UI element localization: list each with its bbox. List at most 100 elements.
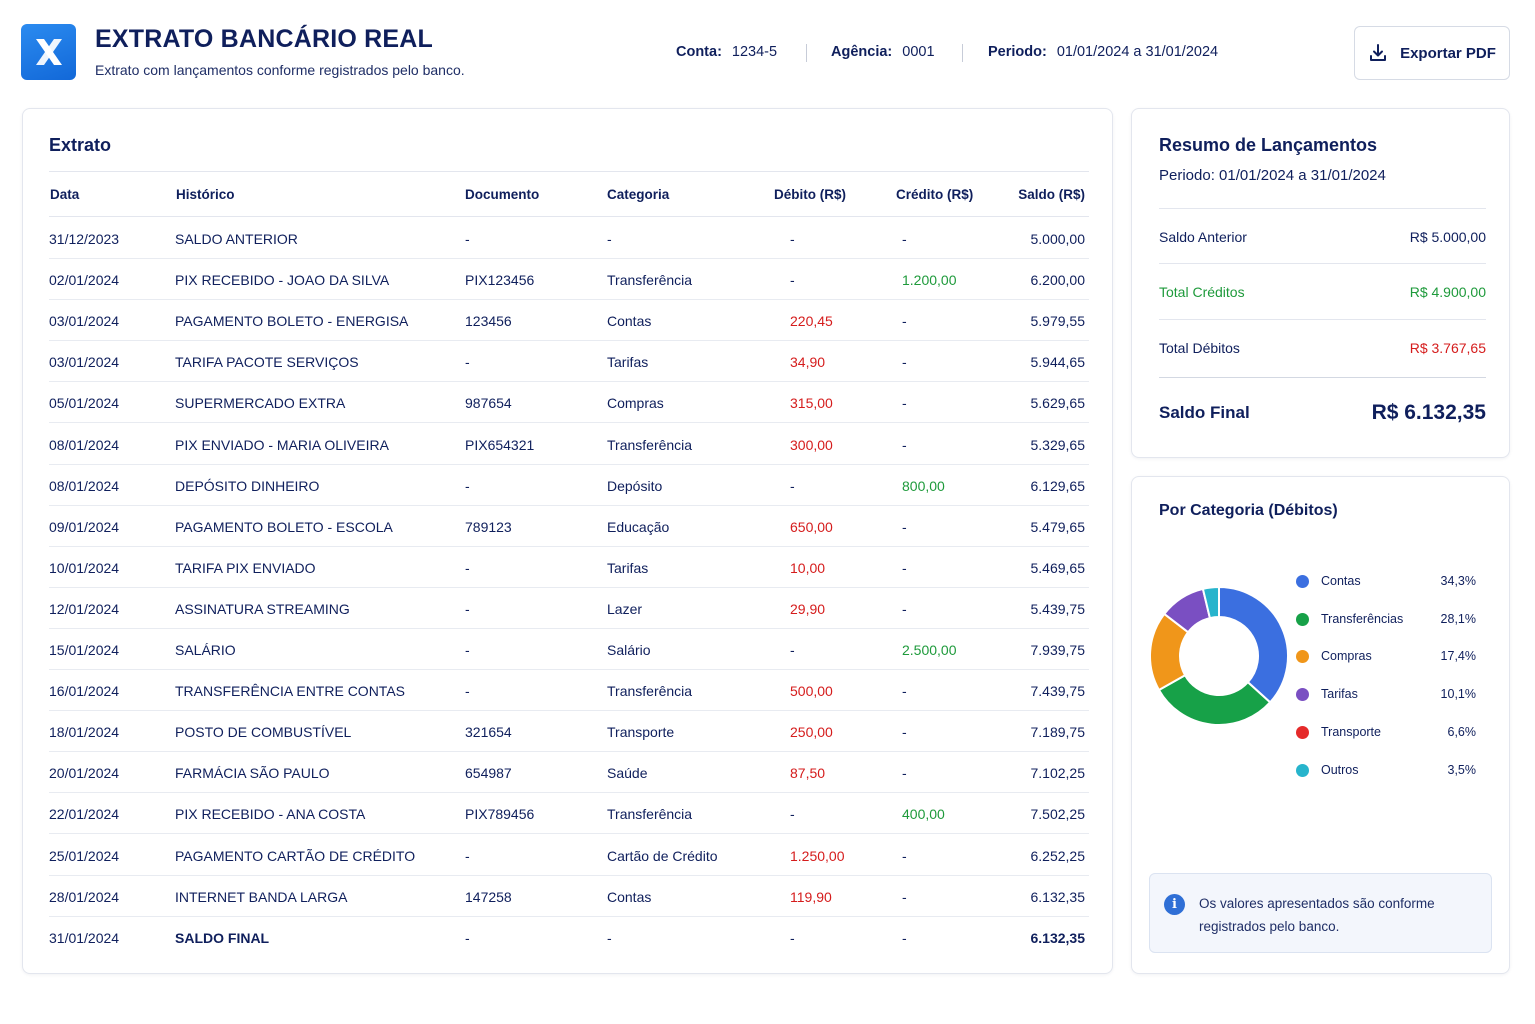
cell-balance: 5.469,65 [1030, 559, 1086, 576]
cell-category: Transferência [607, 806, 693, 823]
category-donut-chart [1149, 585, 1289, 726]
cell-credit: - [902, 436, 907, 453]
cell-category: Transporte [607, 724, 675, 741]
final-balance-value: R$ 6.132,35 [1371, 401, 1486, 424]
meta-divider [962, 44, 963, 62]
table-row: 03/01/2024 PAGAMENTO BOLETO - ENERGISA 123… [49, 300, 1089, 342]
cell-category: Saúde [607, 765, 648, 782]
cell-description: SALDO ANTERIOR [175, 231, 298, 247]
cell-balance: 5.329,65 [1030, 436, 1086, 453]
cell-document: - [465, 600, 470, 617]
cell-date: 02/01/2024 [49, 272, 120, 289]
legend-item: Transferências 28,1% [1296, 612, 1476, 628]
column-header-debit: Débito (R$) [774, 187, 846, 202]
cell-description: SUPERMERCADO EXTRA [175, 395, 346, 412]
period-info: Periodo: 01/01/2024 a 31/01/2024 [988, 44, 1218, 60]
cell-description: PIX ENVIADO - MARIA OLIVEIRA [175, 436, 389, 453]
export-pdf-button[interactable]: Exportar PDF [1354, 26, 1510, 80]
cell-date: 10/01/2024 [49, 559, 120, 576]
cell-balance: 7.102,25 [1030, 765, 1086, 782]
cell-debit: - [790, 231, 795, 247]
cell-document: - [465, 231, 470, 247]
period-value: 01/01/2024 a 31/01/2024 [1056, 44, 1219, 60]
legend-percentage: 17,4% [1440, 649, 1476, 664]
cell-category: Tarifas [607, 354, 649, 371]
cell-credit: - [902, 929, 907, 946]
cell-date: 08/01/2024 [49, 436, 120, 453]
cell-credit: - [902, 765, 907, 782]
cell-credit: - [902, 683, 907, 700]
account-label: Conta: [676, 44, 722, 60]
cell-credit: - [902, 847, 907, 864]
legend-item: Outros 3,5% [1296, 763, 1476, 779]
cell-category: Transferência [607, 272, 693, 289]
info-notice-text: Os valores apresentados são conforme reg… [1199, 896, 1435, 934]
table-row: 25/01/2024 PAGAMENTO CARTÃO DE CRÉDITO - Ca… [49, 835, 1089, 876]
column-header-credit: Crédito (R$) [896, 187, 974, 202]
column-header-balance: Saldo (R$) [1018, 187, 1085, 202]
legend-item: Contas 34,3% [1296, 574, 1476, 590]
cell-category: Transferência [607, 683, 693, 700]
cell-credit: 400,00 [902, 806, 945, 823]
cell-description: FARMÁCIA SÃO PAULO [175, 765, 330, 782]
previous-balance-label: Saldo Anterior [1159, 229, 1247, 245]
cell-balance: 6.200,00 [1030, 272, 1086, 289]
agency-info: Agência: 0001 [831, 44, 935, 60]
cell-date: 03/01/2024 [49, 313, 120, 330]
cell-category: Lazer [607, 600, 643, 617]
cell-balance: 5.629,65 [1030, 395, 1086, 412]
cell-category: Compras [607, 395, 664, 412]
period-label: Periodo: [988, 44, 1047, 60]
cell-credit: - [902, 354, 907, 371]
category-card: Por Categoria (Débitos) Contas 34,3% Trans… [1131, 476, 1510, 974]
column-header-category: Categoria [607, 187, 670, 202]
cell-credit: - [902, 313, 907, 330]
page-title: EXTRATO BANCÁRIO REAL [95, 25, 434, 53]
cell-document: - [465, 847, 470, 864]
export-pdf-label: Exportar PDF [1400, 44, 1496, 62]
summary-previous-balance: Saldo Anterior R$ 5.000,00 [1159, 229, 1486, 245]
total-debits-value: R$ 3.767,65 [1409, 340, 1486, 356]
cell-debit: - [790, 477, 795, 494]
cell-document: 654987 [465, 765, 512, 782]
total-credits-value: R$ 4.900,00 [1409, 284, 1486, 300]
cell-balance: 6.132,35 [1030, 929, 1086, 946]
cell-category: Cartão de Crédito [607, 847, 718, 864]
total-debits-label: Total Débitos [1159, 340, 1240, 356]
cell-credit: 800,00 [902, 477, 945, 494]
legend-label: Transporte [1321, 724, 1381, 739]
x-logo-glyph [35, 39, 62, 65]
table-row: 08/01/2024 DEPÓSITO DINHEIRO - Depósito - 800… [49, 465, 1089, 506]
summary-total-credits: Total Créditos R$ 4.900,00 [1159, 284, 1486, 300]
cell-debit: - [790, 272, 795, 289]
legend-label: Outros [1321, 762, 1359, 777]
cell-debit: 119,90 [790, 888, 832, 905]
cell-date: 03/01/2024 [49, 354, 120, 371]
table-row: 05/01/2024 SUPERMERCADO EXTRA 987654 Compra… [49, 382, 1089, 424]
cell-date: 09/01/2024 [49, 518, 120, 535]
divider [1159, 377, 1486, 378]
legend-color-dot [1296, 688, 1309, 702]
download-icon [1370, 44, 1387, 61]
table-row: 22/01/2024 PIX RECEBIDO - ANA COSTA PIX789… [49, 793, 1089, 835]
cell-balance: 6.252,25 [1030, 847, 1086, 864]
cell-date: 28/01/2024 [49, 888, 120, 905]
cell-document: 987654 [465, 395, 512, 412]
cell-debit: - [790, 806, 795, 823]
cell-balance: 6.129,65 [1030, 477, 1086, 494]
cell-description: ASSINATURA STREAMING [175, 600, 350, 617]
cell-credit: - [902, 231, 907, 247]
cell-description: PAGAMENTO BOLETO - ENERGISA [175, 313, 409, 330]
cell-category: Contas [607, 888, 652, 905]
summary-title: Resumo de Lançamentos [1159, 135, 1378, 155]
cell-debit: 10,00 [790, 559, 826, 576]
table-row: 20/01/2024 FARMÁCIA SÃO PAULO 654987 Saúde 8… [49, 752, 1089, 794]
cell-date: 05/01/2024 [49, 395, 120, 412]
cell-category: Tarifas [607, 559, 649, 576]
cell-category: Contas [607, 313, 652, 330]
cell-credit: - [902, 724, 907, 741]
table-row: 31/12/2023 SALDO ANTERIOR - - - - 5.000,00 [49, 218, 1089, 259]
divider [1159, 319, 1486, 320]
cell-credit: 1.200,00 [902, 272, 957, 289]
agency-label: Agência: [831, 44, 893, 60]
